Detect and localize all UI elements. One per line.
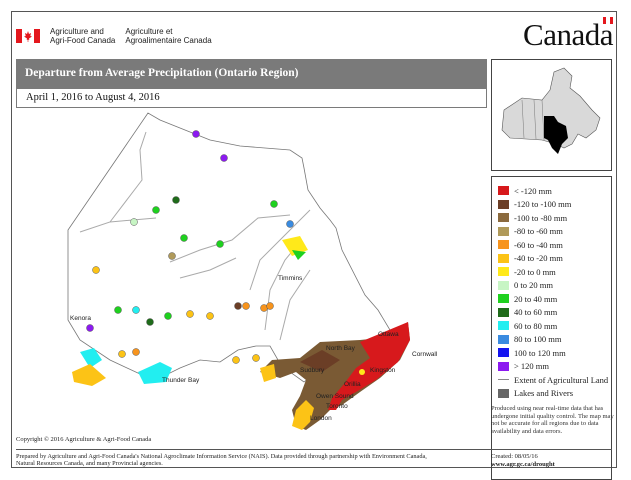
created-info: Created: 08/05/16 www.agr.gc.ca/drought: [491, 453, 555, 468]
svg-text:Toronto: Toronto: [326, 403, 348, 410]
legend-swatch: [498, 307, 509, 317]
legend-item: 40 to 60 mm: [498, 306, 611, 320]
svg-text:London: London: [310, 415, 332, 422]
legend-item-lakes: Lakes and Rivers: [498, 387, 611, 401]
legend-item: -40 to -20 mm: [498, 252, 611, 266]
legend-swatch: [498, 361, 509, 371]
canada-wordmark: Canada: [523, 17, 613, 52]
legend-item: -100 to -80 mm: [498, 211, 611, 225]
svg-text:Kenora: Kenora: [70, 315, 91, 322]
legend-swatch: [498, 253, 509, 263]
canada-locator-map: [491, 59, 612, 171]
date-range: April 1, 2016 to August 4, 2016: [16, 88, 487, 108]
agri-extent-line-icon: [498, 379, 509, 381]
svg-text:Ottawa: Ottawa: [378, 331, 399, 338]
svg-text:Timmins: Timmins: [278, 275, 303, 282]
ontario-precipitation-map: Kenora Thunder Bay Timmins Sudbury North…: [67, 112, 438, 430]
legend-swatch: [498, 334, 509, 344]
prepared-by-note: Prepared by Agriculture and Agri-Food Ca…: [16, 453, 427, 467]
legend-item-agri-extent: Extent of Agricultural Land: [498, 373, 611, 387]
disclaimer-note: Produced using near real-time data that …: [491, 405, 614, 435]
legend-swatch: [498, 199, 509, 209]
legend-item: 80 to 100 mm: [498, 333, 611, 347]
svg-text:Cornwall: Cornwall: [412, 351, 438, 358]
canada-flag-icon: [16, 29, 40, 43]
legend-item: 20 to 40 mm: [498, 292, 611, 306]
legend-swatch: [498, 321, 509, 331]
dept-name-en: Agriculture and Agri-Food Canada: [50, 27, 116, 45]
svg-text:Kingston: Kingston: [370, 367, 396, 374]
legend-swatch: [498, 267, 509, 277]
svg-text:Thunder Bay: Thunder Bay: [162, 377, 200, 384]
legend-swatch: [498, 240, 509, 250]
legend-swatch: [498, 213, 509, 223]
agency-logo: Agriculture and Agri-Food Canada Agricul…: [16, 27, 212, 45]
svg-text:Orillia: Orillia: [344, 381, 361, 388]
legend-swatch: [498, 280, 509, 290]
legend-item: -60 to -40 mm: [498, 238, 611, 252]
legend-swatch: [498, 388, 509, 398]
legend-item: > 120 mm: [498, 360, 611, 374]
svg-text:Owen Sound: Owen Sound: [316, 393, 354, 400]
legend-item: -120 to -100 mm: [498, 198, 611, 212]
website-link[interactable]: www.agr.gc.ca/drought: [491, 460, 555, 468]
created-date: Created: 08/05/16: [491, 453, 538, 460]
wordmark-flag-icon: [603, 17, 613, 24]
svg-text:Sudbury: Sudbury: [300, 367, 325, 374]
copyright: Copyright © 2016 Agriculture & Agri-Food…: [16, 436, 152, 443]
legend-swatch: [498, 294, 509, 304]
legend-item: < -120 mm: [498, 184, 611, 198]
legend-swatch: [498, 226, 509, 236]
legend-swatch: [498, 186, 509, 196]
legend-swatch: [498, 348, 509, 358]
legend-item: -80 to -60 mm: [498, 225, 611, 239]
legend-item: 0 to 20 mm: [498, 279, 611, 293]
dept-name-fr: Agriculture et Agroalimentaire Canada: [125, 27, 212, 45]
map-title: Departure from Average Precipitation (On…: [16, 59, 487, 88]
svg-text:North Bay: North Bay: [326, 345, 356, 352]
legend-item: 60 to 80 mm: [498, 319, 611, 333]
legend-item: 100 to 120 mm: [498, 346, 611, 360]
legend-item: -20 to 0 mm: [498, 265, 611, 279]
footer-divider: [16, 449, 612, 450]
